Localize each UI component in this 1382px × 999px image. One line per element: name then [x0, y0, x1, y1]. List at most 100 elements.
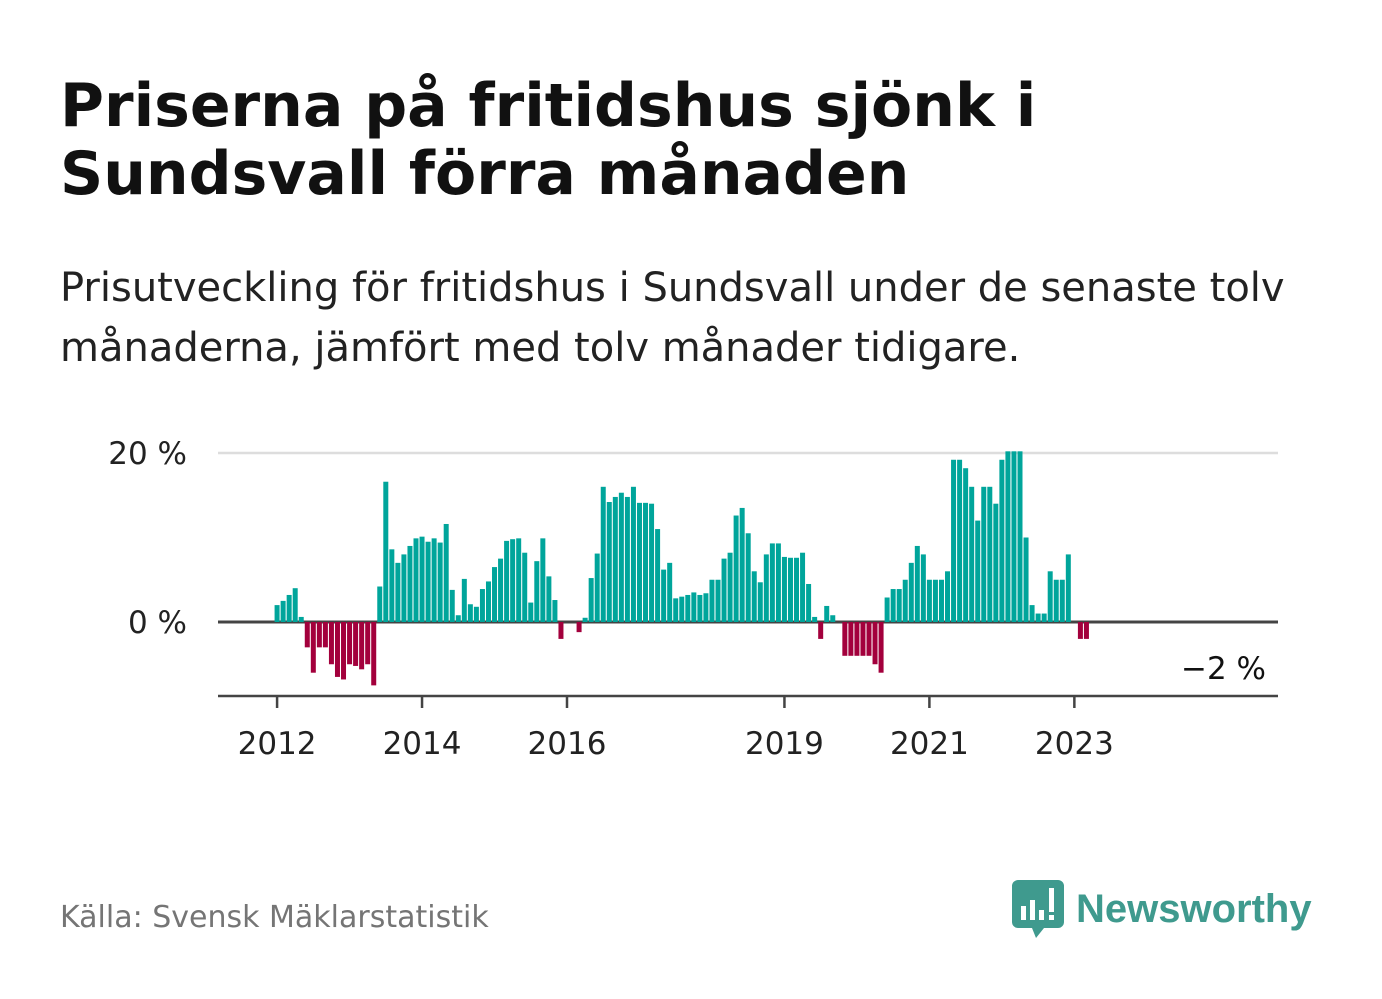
bar [721, 558, 727, 622]
bar [812, 616, 818, 622]
bar [612, 496, 618, 622]
bar [848, 622, 854, 656]
bar [510, 539, 516, 622]
y-axis-labels: 0 % 20 % [108, 436, 187, 641]
bar [371, 622, 377, 686]
bar [292, 588, 298, 622]
bar [419, 536, 425, 622]
bar [365, 622, 371, 665]
bar [431, 538, 437, 623]
bar [1035, 613, 1041, 622]
bar [552, 600, 558, 622]
bar [896, 589, 902, 622]
bar [425, 541, 431, 622]
bar [999, 459, 1005, 622]
bar [413, 538, 419, 623]
bar [715, 579, 721, 622]
bar [727, 552, 733, 622]
bar [745, 533, 751, 622]
y-tick-label: 0 % [128, 605, 187, 641]
bar [576, 622, 582, 633]
bar [1065, 554, 1071, 622]
bar [473, 606, 479, 622]
bar [1077, 622, 1083, 639]
chart-subtitle: Prisutveckling för fritidshus i Sundsval… [60, 265, 1285, 371]
bar [920, 554, 926, 622]
bar [697, 594, 703, 622]
bar [709, 579, 715, 622]
bar [594, 553, 600, 622]
bar [522, 552, 528, 622]
bar [963, 468, 969, 622]
bar [957, 459, 963, 622]
bar [763, 554, 769, 622]
x-tick-label: 2012 [238, 726, 317, 762]
bar [878, 622, 884, 673]
bar [655, 529, 661, 622]
bar [588, 578, 594, 622]
bar [328, 622, 334, 665]
bar [1047, 571, 1053, 622]
bar [866, 622, 872, 656]
bar [932, 579, 938, 622]
bar [914, 545, 920, 622]
bar [618, 492, 624, 622]
bar [830, 615, 836, 622]
bar [395, 562, 401, 622]
bar [854, 622, 860, 656]
bar [630, 486, 636, 622]
bar [987, 486, 993, 622]
bar [383, 481, 389, 622]
bar [775, 543, 781, 622]
bar [800, 552, 806, 622]
bar [389, 549, 395, 622]
bar [824, 605, 830, 622]
bar [516, 538, 522, 623]
bar [643, 502, 649, 622]
last-value-label: −2 % [1181, 651, 1266, 687]
chart-title: Priserna på fritidshus sjönk i Sundsvall… [60, 71, 1037, 209]
bar [467, 604, 473, 622]
bar [407, 545, 413, 622]
bar [341, 622, 347, 680]
bar [1011, 451, 1017, 622]
x-tick-label: 2021 [890, 726, 969, 762]
x-tick-label: 2023 [1035, 726, 1114, 762]
bar [993, 503, 999, 622]
bar [359, 622, 365, 670]
brand-name: Newsworthy [1076, 886, 1312, 931]
bar [945, 571, 951, 622]
bar [455, 615, 461, 622]
newsworthy-logo: Newsworthy [1012, 880, 1312, 938]
bar [304, 622, 310, 648]
bars [274, 451, 1089, 686]
bar [286, 594, 292, 622]
bar [310, 622, 316, 673]
bar [703, 593, 709, 622]
bar [884, 597, 890, 622]
gridlines [218, 451, 1278, 624]
bar [757, 582, 763, 622]
bar [401, 554, 407, 622]
bar [806, 583, 812, 622]
bar [769, 543, 775, 622]
bar [347, 622, 353, 665]
bar [685, 594, 691, 622]
bar [449, 589, 455, 622]
bar [443, 523, 449, 622]
bar [1041, 613, 1047, 622]
bar [1005, 451, 1011, 622]
bar [298, 616, 304, 622]
bar [461, 578, 467, 622]
annotations: −2 % [1181, 651, 1266, 687]
bar [926, 579, 932, 622]
bar [582, 617, 588, 622]
bar [951, 459, 957, 622]
bar [624, 496, 630, 622]
bar [649, 503, 655, 622]
bar [661, 569, 667, 622]
bar [733, 515, 739, 622]
x-tick-label: 2019 [745, 726, 824, 762]
newsworthy-logo-icon [1012, 880, 1064, 938]
bar [546, 576, 552, 622]
